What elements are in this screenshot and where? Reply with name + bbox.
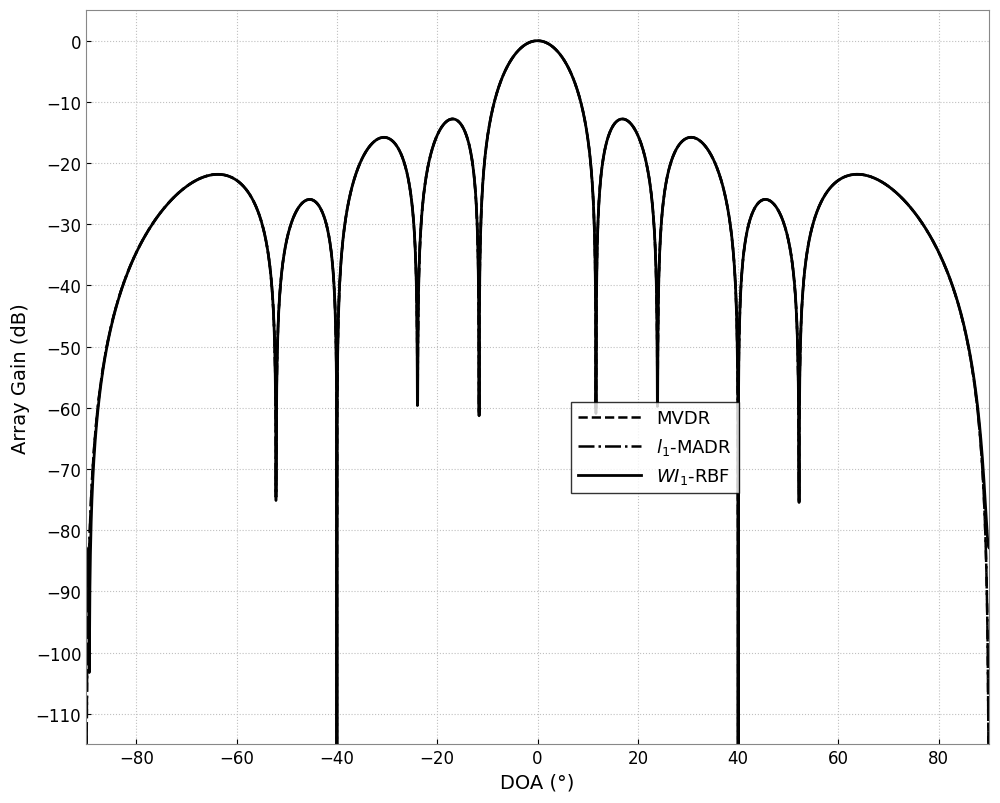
$WI_1$-RBF — [80, 543, 92, 552]
$WI_1$-RBF — [137, 235, 149, 245]
$WI_1$-RBF — [187, 177, 199, 187]
$l_1$-MADR — [983, 740, 995, 749]
$l_1$-MADR — [704, 149, 716, 159]
MVDR — [704, 149, 716, 159]
Line: $l_1$-MADR: $l_1$-MADR — [86, 42, 989, 744]
MVDR — [532, 37, 544, 47]
MVDR — [187, 177, 199, 187]
MVDR — [80, 740, 92, 749]
$l_1$-MADR — [80, 740, 92, 749]
$WI_1$-RBF — [331, 740, 343, 749]
Legend: MVDR, $l_1$-MADR, $WI_1$-RBF: MVDR, $l_1$-MADR, $WI_1$-RBF — [571, 402, 739, 494]
$WI_1$-RBF — [778, 219, 790, 229]
$WI_1$-RBF — [361, 146, 373, 156]
$l_1$-MADR — [778, 218, 790, 228]
$WI_1$-RBF — [704, 149, 716, 159]
$l_1$-MADR — [532, 37, 544, 47]
MVDR — [778, 218, 790, 228]
X-axis label: DOA (°): DOA (°) — [500, 773, 575, 792]
$WI_1$-RBF — [189, 177, 201, 187]
$l_1$-MADR — [187, 177, 199, 187]
$l_1$-MADR — [361, 146, 373, 156]
Line: $WI_1$-RBF: $WI_1$-RBF — [86, 42, 989, 744]
MVDR — [361, 146, 373, 156]
Line: MVDR: MVDR — [86, 42, 989, 744]
MVDR — [189, 177, 201, 186]
MVDR — [137, 235, 149, 245]
$WI_1$-RBF — [532, 37, 544, 47]
MVDR — [983, 740, 995, 749]
$l_1$-MADR — [137, 235, 149, 245]
Y-axis label: Array Gain (dB): Array Gain (dB) — [11, 303, 30, 453]
$WI_1$-RBF — [983, 543, 995, 552]
$l_1$-MADR — [189, 177, 201, 186]
